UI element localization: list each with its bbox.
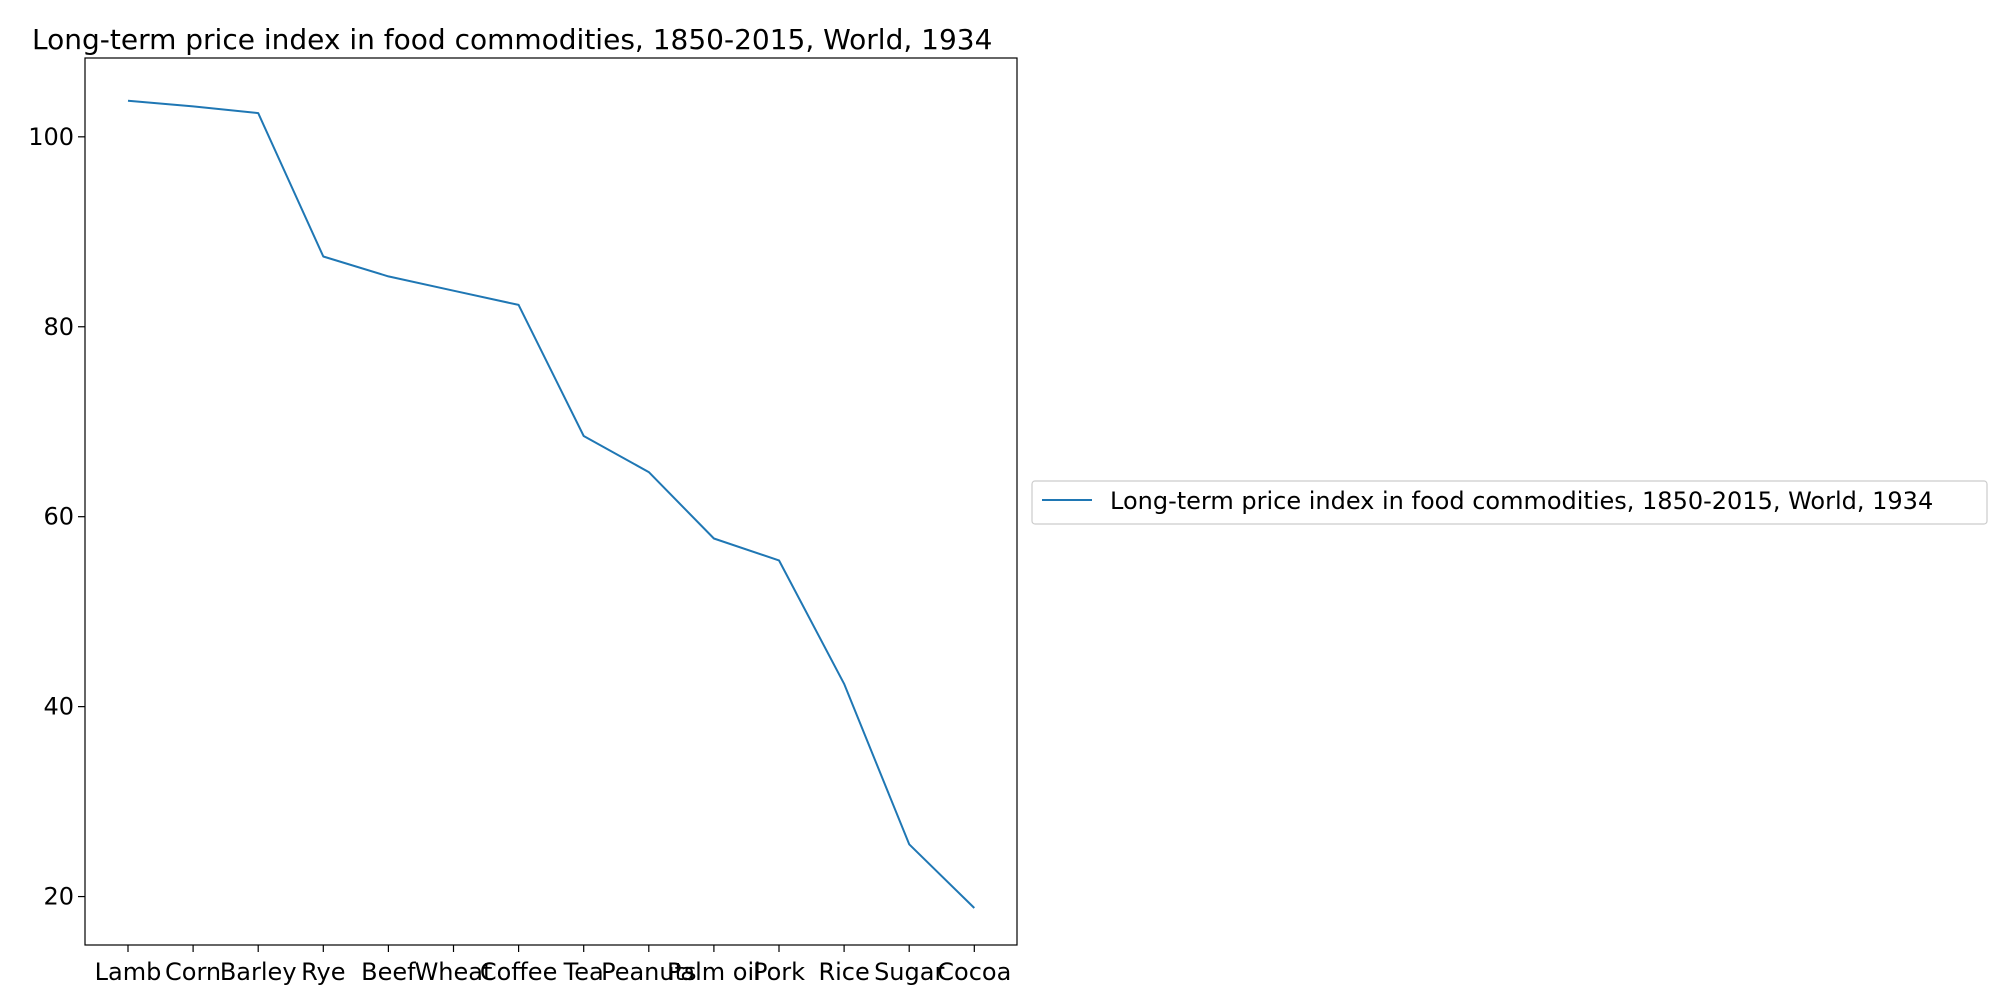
- x-tick-label: Rice: [818, 958, 869, 986]
- legend-box: [1031, 480, 1988, 525]
- x-tick-label: Sugar: [874, 958, 944, 986]
- y-tick-label: 20: [43, 883, 74, 911]
- series-layer: [127, 99, 975, 909]
- chart-title: Long-term price index in food commoditie…: [32, 23, 992, 56]
- x-tick-label: Pork: [753, 958, 805, 986]
- y-tick-label: 80: [43, 313, 74, 341]
- x-tick-label: Beef: [361, 958, 416, 986]
- x-tick-label: Cocoa: [937, 958, 1011, 986]
- x-tick-label: Rye: [301, 958, 345, 986]
- y-tick-label: 40: [43, 693, 74, 721]
- x-tick-label: Peanuts: [601, 958, 696, 986]
- series-line: [127, 99, 975, 909]
- y-axis: 20 40 60 80 100: [28, 123, 85, 911]
- x-tick-label: Corn: [165, 958, 221, 986]
- x-tick-label: Palm oil: [667, 958, 761, 986]
- x-tick-label: Lamb: [95, 958, 162, 986]
- x-tick-label: Coffee: [480, 958, 558, 986]
- legend-label: Long-term price index in food commoditie…: [1110, 487, 1933, 515]
- y-tick-label: 60: [43, 503, 74, 531]
- legend: Long-term price index in food commoditie…: [1031, 480, 1988, 525]
- plot-frame: [84, 57, 1018, 946]
- x-tick-label: Wheat: [415, 958, 493, 986]
- x-tick-label: Tea: [563, 958, 604, 986]
- y-tick-label: 100: [28, 123, 74, 151]
- x-tick-label: Barley: [220, 958, 297, 986]
